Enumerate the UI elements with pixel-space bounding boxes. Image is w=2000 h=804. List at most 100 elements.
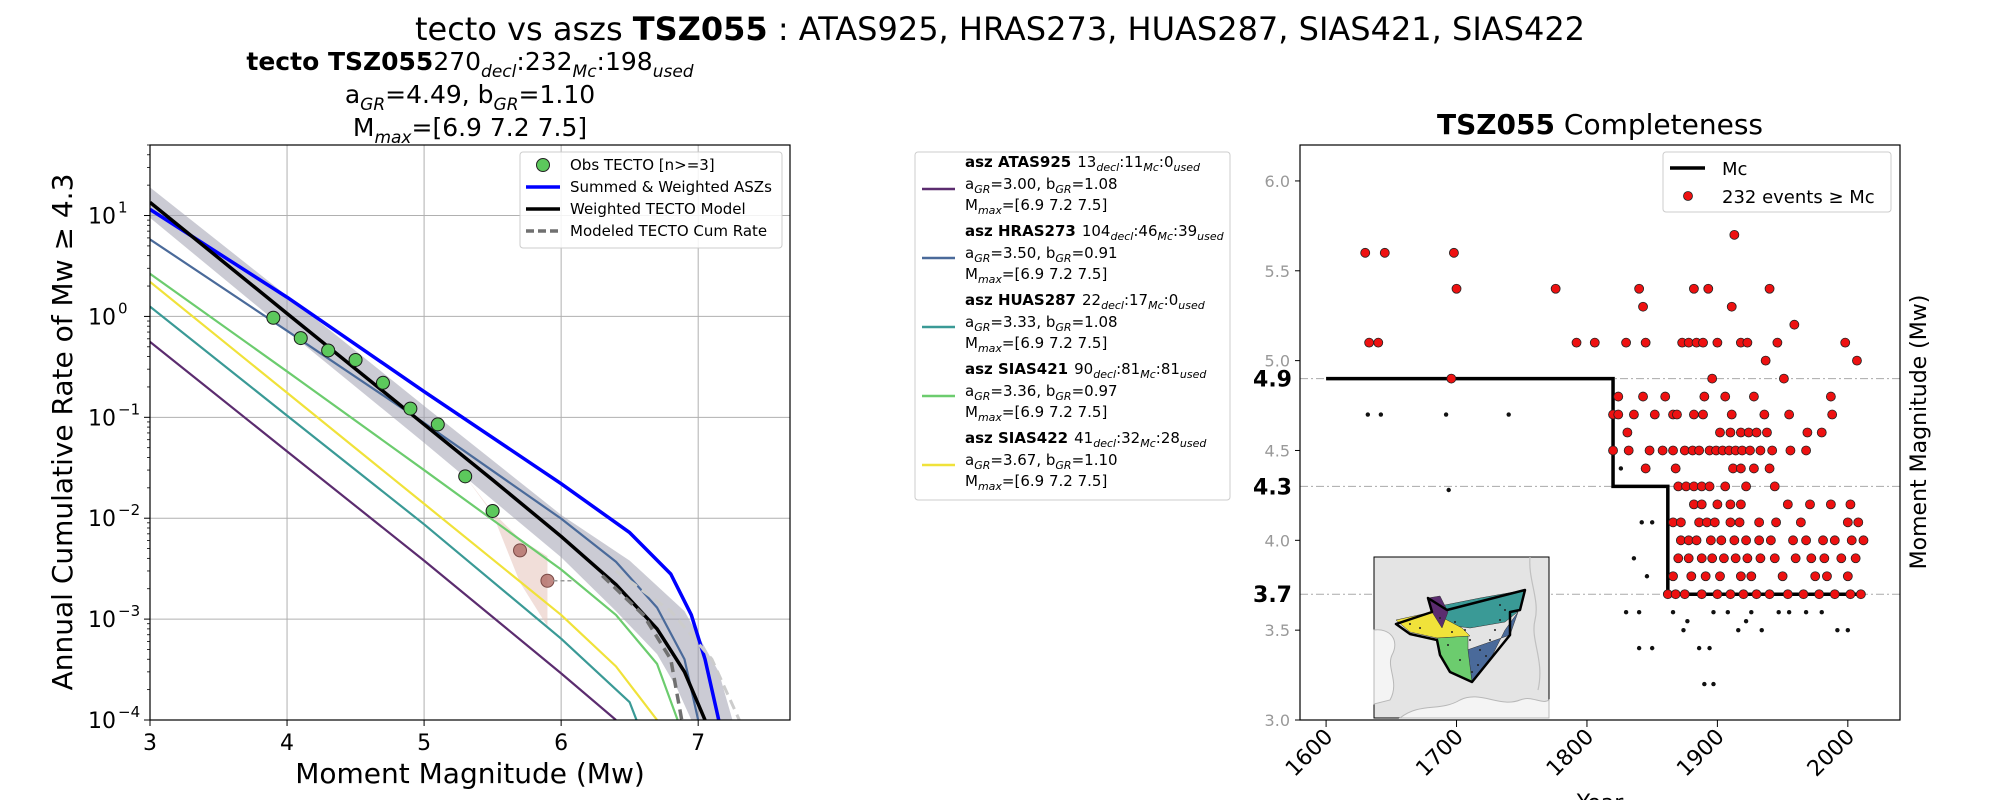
event-above-mc-160	[1738, 589, 1749, 600]
asz-legend-sep1-4: :32	[1116, 429, 1140, 447]
event-above-mc-54	[1725, 427, 1736, 438]
event-above-mc-138	[1769, 553, 1780, 564]
inset-dot-4	[1489, 639, 1491, 641]
obs-point-3	[348, 352, 363, 367]
right-x-axis-label: Year	[1576, 791, 1625, 800]
event-below-mc-12	[1636, 645, 1642, 651]
right-legend: Mc 232 events ≥ Mc	[1662, 151, 1892, 213]
event-above-mc-52	[1622, 427, 1633, 438]
event-above-mc-168	[1855, 589, 1866, 600]
tecto-b-eq: =	[519, 80, 540, 109]
event-below-mc-20	[1749, 609, 1754, 615]
asz-legend-a-2: a	[965, 313, 974, 331]
figure-title-suffix: : ATAS925, HRAS273, HUAS287, SIAS421, SI…	[768, 10, 1585, 48]
tecto-a-label: a	[345, 80, 360, 109]
asz-legend-a-1: a	[965, 244, 974, 262]
event-above-mc-163	[1782, 589, 1793, 600]
asz-legend-box	[914, 151, 1231, 501]
event-above-mc-46	[1689, 409, 1699, 420]
obs-point-4	[375, 375, 390, 390]
left-xtick-label-4: 7	[691, 731, 705, 756]
event-above-mc-137	[1755, 553, 1766, 564]
event-below-mc-23	[1786, 609, 1792, 615]
event-above-mc-95	[1696, 499, 1707, 510]
event-below-mc-28	[1707, 645, 1712, 651]
event-above-mc-142	[1836, 553, 1847, 564]
event-above-mc-80	[1640, 463, 1651, 474]
event-above-mc-16	[1772, 337, 1783, 348]
event-above-mc-98	[1735, 499, 1746, 510]
series-line-2	[150, 305, 638, 720]
event-above-mc-122	[1754, 535, 1765, 546]
asz-legend-sub-decl-0: decl	[1096, 161, 1119, 174]
event-above-mc-127	[1829, 535, 1840, 546]
left-ytick-exp-1: 0	[118, 299, 128, 317]
event-above-mc-58	[1762, 427, 1772, 438]
event-above-mc-33	[1660, 391, 1671, 402]
asz-legend-sep1-1: :46	[1133, 222, 1157, 240]
tecto-mmax-value: [6.9 7.2 7.5]	[432, 113, 587, 142]
right-grid: 4.9 4.3 3.7	[1253, 368, 1900, 608]
asz-legend-gr-2: aGR=3.33, bGR=1.08	[965, 313, 1118, 334]
asz-legend-m-val-4: =[6.9 7.2 7.5]	[1002, 472, 1107, 490]
tecto-ab-sep: , b	[462, 80, 494, 109]
asz-legend-header-1: asz HRAS273 104decl:46Mc:39used	[965, 222, 1225, 243]
event-above-mc-39	[1779, 373, 1789, 384]
event-above-mc-6	[1451, 283, 1462, 294]
event-above-mc-64	[1657, 445, 1668, 456]
asz-legend-header-4: asz SIAS422 41decl:32Mc:28used	[965, 429, 1207, 450]
inset-dot-3	[1479, 649, 1481, 651]
event-below-mc-9	[1644, 574, 1650, 579]
event-above-mc-135	[1730, 553, 1741, 564]
event-above-mc-49	[1759, 409, 1770, 420]
event-above-mc-37	[1825, 391, 1836, 402]
asz-legend-a-0: a	[965, 175, 974, 193]
event-above-mc-114	[1853, 517, 1864, 528]
event-above-mc-83	[1735, 463, 1746, 474]
event-above-mc-41	[1613, 409, 1624, 420]
asz-legend-ndecl-2: 22	[1082, 291, 1101, 309]
right-plot-frame	[1299, 144, 1901, 721]
event-above-mc-149	[1746, 571, 1757, 582]
asz-legend-sub-used-2: used	[1178, 299, 1205, 312]
obs-point-8	[485, 503, 500, 518]
left-ytick-label-4: 10	[88, 608, 116, 633]
asz-legend-sub-used-4: used	[1180, 437, 1207, 450]
asz-legend-m-sub-2: max	[978, 342, 1002, 355]
tecto-n-decl: 270	[433, 47, 481, 76]
inset-dot-13	[1464, 629, 1466, 631]
event-above-mc-130	[1673, 553, 1684, 564]
asz-legend-b-val-4: =1.10	[1072, 451, 1118, 469]
left-ytick-label-5: 10	[88, 709, 116, 734]
asz-legend-gr-0: aGR=3.00, bGR=1.08	[965, 175, 1118, 196]
event-above-mc-145	[1686, 571, 1697, 582]
event-below-mc-14	[1670, 609, 1676, 615]
left-ytick-label-3: 10	[88, 507, 116, 532]
event-above-mc-121	[1741, 535, 1751, 546]
tecto-sub-mc: Mc	[573, 62, 598, 82]
event-above-mc-1	[1379, 247, 1390, 258]
asz-legend-sep2-2: :0	[1164, 291, 1179, 309]
asz-legend-a-sub-2: GR	[974, 321, 990, 334]
right-ytick-label-2: 4.0	[1265, 531, 1290, 550]
mc-label-2: 3.7	[1253, 583, 1292, 608]
event-below-mc-16	[1696, 645, 1702, 651]
event-above-mc-23	[1640, 337, 1651, 348]
event-above-mc-91	[1720, 481, 1731, 492]
left-ytick-exp-0: 1	[118, 199, 128, 217]
inset-dot-7	[1447, 644, 1449, 646]
event-above-mc-9	[1634, 283, 1645, 294]
left-legend: Obs TECTO [n>=3] Summed & Weighted ASZs …	[519, 151, 783, 249]
event-above-mc-7	[1550, 283, 1561, 294]
event-above-mc-92	[1741, 481, 1751, 492]
asz-legend-sep2-3: :81	[1156, 360, 1180, 378]
asz-legend-a-val-3: =3.36, b	[990, 382, 1055, 400]
tecto-a-sub: GR	[360, 95, 385, 115]
event-above-mc-124	[1788, 535, 1798, 546]
asz-legend-mmax-1: Mmax=[6.9 7.2 7.5]	[965, 265, 1107, 286]
asz-legend-mmax-4: Mmax=[6.9 7.2 7.5]	[965, 472, 1107, 493]
tecto-header-bold: tecto TSZ055	[246, 47, 433, 76]
event-above-mc-118	[1705, 535, 1716, 546]
asz-legend-m-2: M	[965, 334, 978, 352]
